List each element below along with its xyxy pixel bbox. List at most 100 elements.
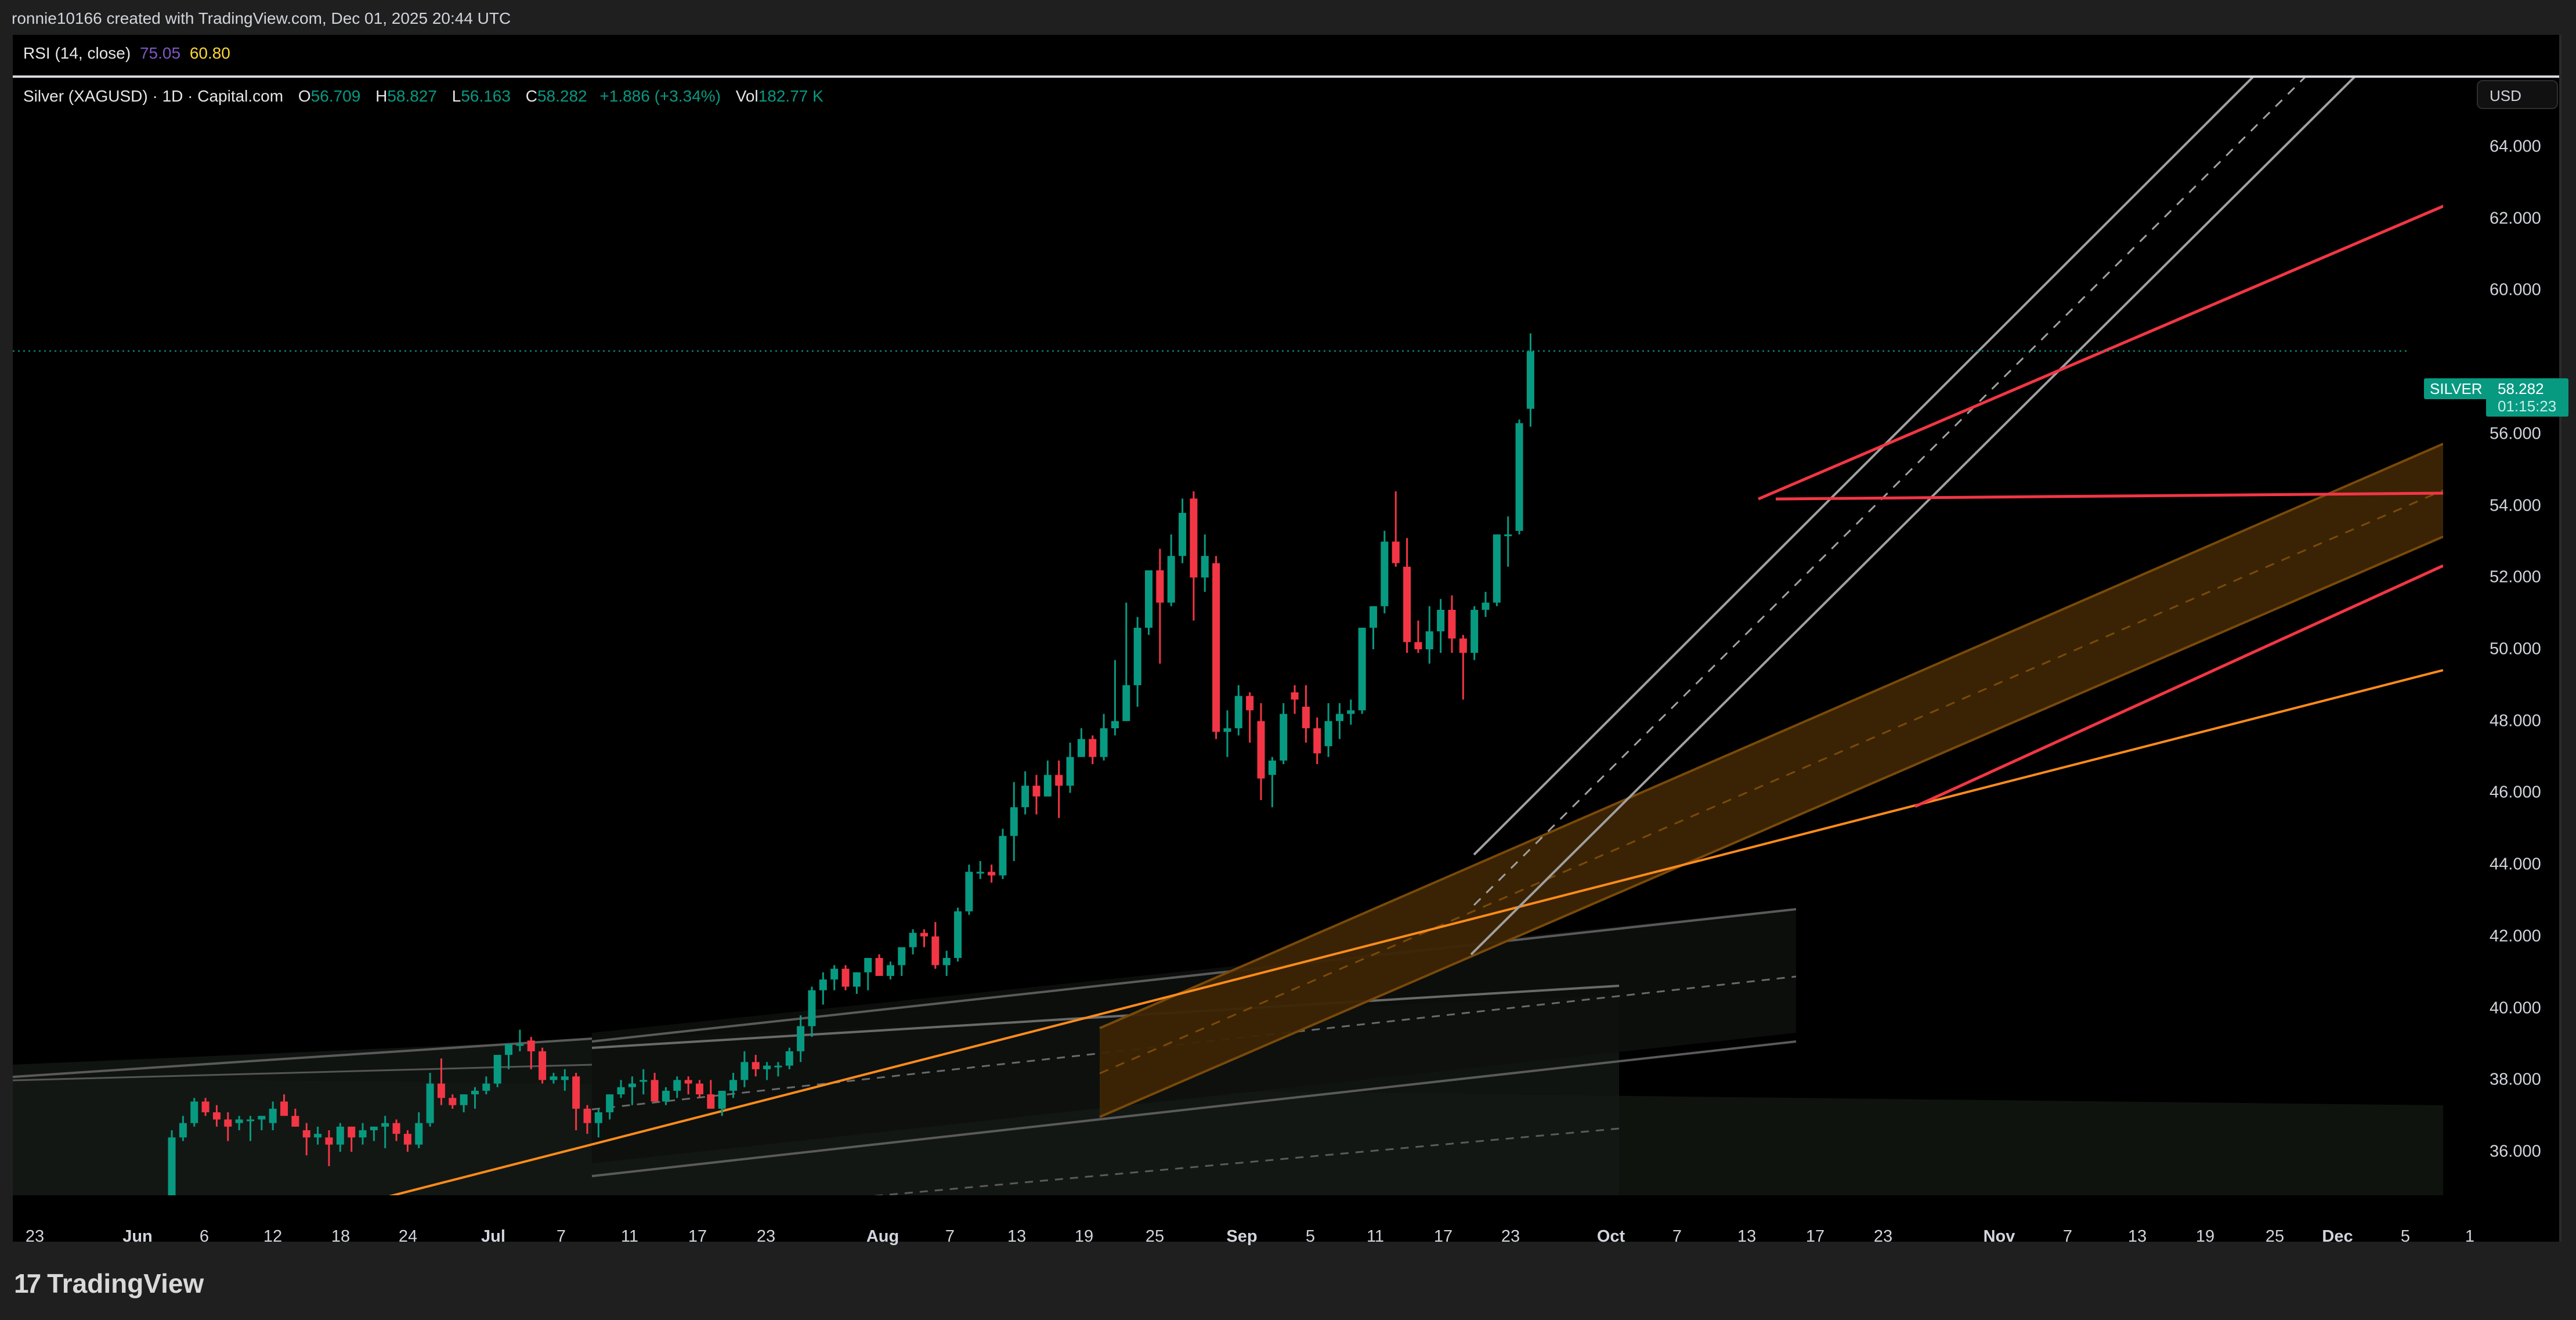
candle-body [426,1083,434,1123]
open-label: O [298,87,311,105]
last-price-tag: 58.282 01:15:23 [2486,378,2568,417]
candle-body [1302,707,1310,729]
candle-body [752,1062,760,1069]
candle-body [852,972,861,987]
candle-body [392,1123,400,1134]
candle-body [1493,534,1501,603]
candle-body [179,1123,187,1138]
candle-body [1515,423,1523,531]
price-tick-label: 42.000 [2490,927,2541,946]
symbol-legend: Silver (XAGUSD) · 1D · Capital.com O56.7… [23,87,823,106]
time-tick-label: 23 [1873,1227,1893,1246]
time-tick-label: Oct [1596,1227,1625,1246]
candle-body [1145,570,1152,628]
candle-body [1414,642,1422,650]
candle-body [1392,541,1400,563]
candle-body [1471,609,1479,653]
candle-body [1246,696,1254,711]
symbol-price-tag: SILVER [2424,378,2488,399]
price-tick-label: 60.000 [2490,280,2541,299]
price-tick-label: 54.000 [2490,496,2541,515]
candle-body [336,1126,344,1145]
candle-body [314,1134,322,1138]
candle-body [280,1101,288,1116]
candle-body [886,965,894,976]
candle-body [370,1126,378,1130]
change-value: +1.886 (+3.34%) [599,87,721,105]
candle-body [1313,728,1321,754]
candle-body [763,1065,771,1069]
time-tick-label: 23 [756,1227,776,1246]
rsi-signal-value: 60.80 [189,44,230,62]
close-label: C [525,87,537,105]
orange-support-line [388,669,2443,1195]
red-rising-support [1914,564,2443,808]
candle-body [415,1123,423,1145]
rsi-pane[interactable]: RSI (14, close) 75.05 60.80 [13,35,2559,78]
candle-body [1167,556,1175,603]
orange-channel-top [1099,443,2443,1029]
price-chart[interactable] [13,35,2559,1242]
high-label: H [375,87,388,105]
candle-body [516,1044,524,1046]
rsi-value: 75.05 [139,44,181,62]
candle-body [1335,714,1343,721]
candle-body [1179,512,1187,556]
tradingview-logo[interactable]: 17 TradingView [14,1268,204,1299]
chart-credit: ronnie10166 created with TradingView.com… [12,9,511,27]
candle-body [190,1101,198,1123]
grey-channel-line [13,1037,592,1078]
candle-body [550,1076,558,1080]
time-tick-label: 5 [1305,1227,1316,1246]
candle-body [561,1076,569,1080]
volume-value: 182.77 K [758,87,823,105]
price-tick-label: 64.000 [2490,137,2541,156]
price-tick-label: 44.000 [2490,855,2541,874]
candle-body [909,932,917,947]
candle-body [797,1026,805,1051]
plot-area [13,75,2443,1216]
candle-body [662,1090,670,1102]
candle-body [1381,541,1389,606]
bar-countdown: 01:15:23 [2498,397,2557,415]
candle-body [201,1101,209,1113]
candle-body [482,1083,490,1091]
candle-body [1201,556,1209,578]
time-tick-label: 23 [1501,1227,1520,1246]
candle-body [1100,728,1108,757]
candle-body [651,1080,659,1102]
candle-body [606,1094,614,1113]
time-tick-label: 11 [1366,1227,1385,1246]
candle-body [718,1090,726,1109]
candle-body [707,1094,715,1109]
candle-body [965,871,973,912]
candle-body [942,958,951,965]
candle-body [583,1108,591,1123]
candle-body [437,1083,445,1098]
candle-body [381,1123,389,1127]
grey-channel-bottom [591,1040,1797,1177]
tradingview-logo-icon: 17 [14,1268,41,1299]
candle-body [302,1130,310,1138]
candle-body [684,1080,692,1084]
currency-button[interactable]: USD [2477,80,2558,109]
candle-body [1234,696,1242,729]
price-tick-label: 48.000 [2490,711,2541,730]
candle-body [157,1213,164,1216]
candle-body [628,1083,636,1087]
candle-body [875,958,883,976]
price-tick-label: 52.000 [2490,567,2541,587]
candle-body [1043,775,1052,797]
time-tick-label: 13 [1737,1227,1757,1246]
candle-body [1482,602,1490,610]
time-tick-label: 13 [2127,1227,2147,1246]
time-tick-label: 17 [1433,1227,1453,1246]
candle-body [1190,498,1198,578]
grey-channel-top [591,908,1797,1043]
time-tick-label: 17 [688,1227,707,1246]
candle-body [1448,609,1456,639]
price-tick-label: 62.000 [2490,209,2541,228]
time-tick-label: 19 [2195,1227,2215,1246]
candle-body [1032,786,1040,797]
grey-steep-channel-bottom [1470,75,2357,956]
